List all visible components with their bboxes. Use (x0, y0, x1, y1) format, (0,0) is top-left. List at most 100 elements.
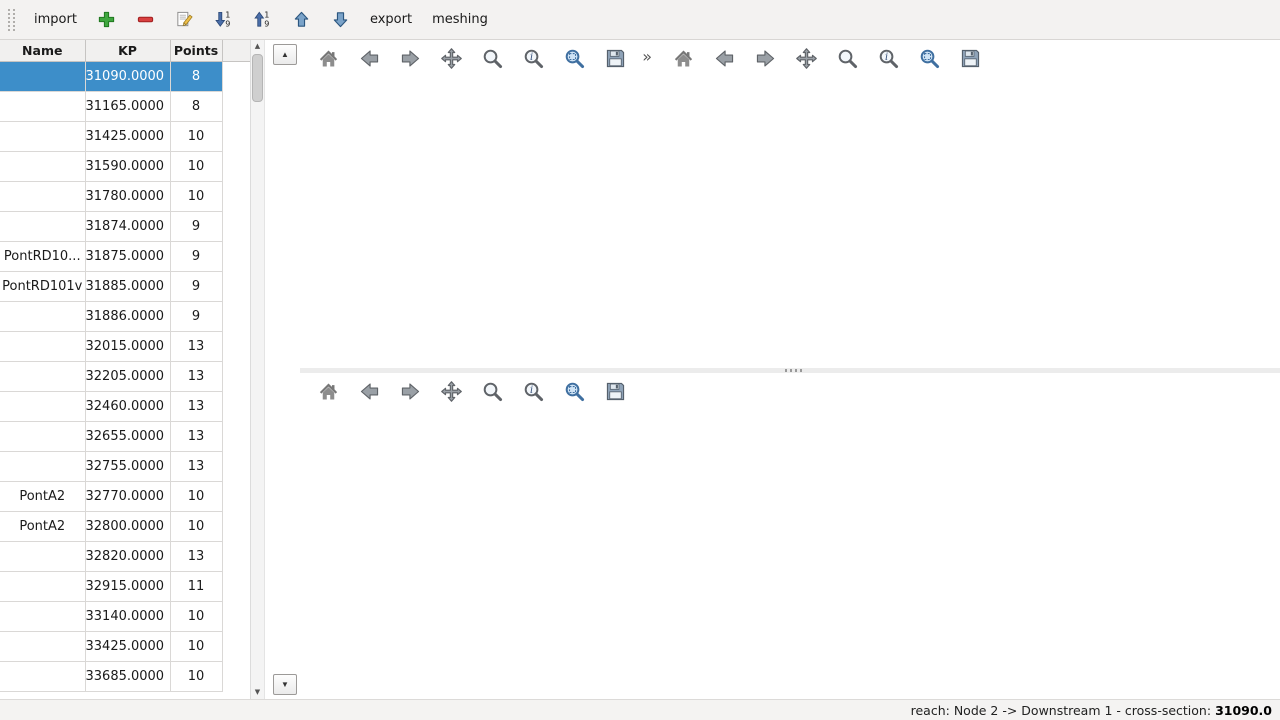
cell-kp[interactable]: 31590.0000 (85, 151, 171, 182)
cross-section-chart[interactable] (300, 409, 1280, 559)
cell-name[interactable]: PontA2 (0, 481, 86, 512)
cell-kp[interactable]: 31885.0000 (85, 271, 171, 302)
zoom-button[interactable] (835, 46, 860, 71)
cell-name[interactable] (0, 601, 86, 632)
cell-name[interactable] (0, 211, 86, 242)
cell-points[interactable]: 13 (170, 331, 223, 362)
cell-name[interactable]: PontA2 (0, 511, 86, 542)
cell-name[interactable] (0, 121, 86, 152)
cell-points[interactable]: 13 (170, 391, 223, 422)
cell-points[interactable]: 10 (170, 661, 223, 692)
move-up-button[interactable] (283, 6, 320, 33)
cell-kp[interactable]: 32770.0000 (85, 481, 171, 512)
cell-name[interactable] (0, 61, 86, 92)
cell-name[interactable] (0, 301, 86, 332)
horizontal-splitter[interactable] (300, 368, 1280, 373)
pan-button[interactable] (439, 379, 464, 404)
back-button[interactable] (357, 379, 382, 404)
column-header-points[interactable]: Points (170, 40, 223, 62)
cell-points[interactable]: 10 (170, 121, 223, 152)
longitudinal-profile-chart[interactable] (655, 76, 1280, 226)
plan-view-chart[interactable] (300, 76, 655, 368)
cell-points[interactable]: 9 (170, 271, 223, 302)
zoom-info-button[interactable]: i (521, 46, 546, 71)
cell-points[interactable]: 13 (170, 361, 223, 392)
save-button[interactable] (603, 46, 628, 71)
save-button[interactable] (603, 379, 628, 404)
zoom-region-button[interactable] (562, 46, 587, 71)
scrollbar-up-icon[interactable]: ▲ (254, 42, 261, 50)
zoom-info-button[interactable]: i (876, 46, 901, 71)
cell-kp[interactable]: 32655.0000 (85, 421, 171, 452)
add-button[interactable] (88, 6, 125, 33)
cell-kp[interactable]: 31090.0000 (85, 61, 171, 92)
table-scrollbar[interactable]: ▲ ▼ (250, 40, 265, 699)
cell-kp[interactable]: 31886.0000 (85, 301, 171, 332)
zoom-info-button[interactable]: i (521, 379, 546, 404)
cell-name[interactable] (0, 541, 86, 572)
cell-points[interactable]: 13 (170, 421, 223, 452)
scrollbar-down-icon[interactable]: ▼ (254, 688, 261, 696)
cell-points[interactable]: 9 (170, 211, 223, 242)
move-down-button[interactable] (322, 6, 359, 33)
back-button[interactable] (357, 46, 382, 71)
cell-points[interactable]: 10 (170, 631, 223, 662)
zoom-region-button[interactable] (562, 379, 587, 404)
cell-points[interactable]: 8 (170, 91, 223, 122)
cell-name[interactable] (0, 91, 86, 122)
cell-name[interactable] (0, 661, 86, 692)
cell-name[interactable] (0, 631, 86, 662)
pan-button[interactable] (794, 46, 819, 71)
cell-kp[interactable]: 32800.0000 (85, 511, 171, 542)
forward-button[interactable] (398, 379, 423, 404)
cell-name[interactable] (0, 451, 86, 482)
cell-name[interactable]: PontRD101v (0, 271, 86, 302)
forward-button[interactable] (753, 46, 778, 71)
home-button[interactable] (316, 46, 341, 71)
cell-kp[interactable]: 33685.0000 (85, 661, 171, 692)
cell-points[interactable]: 10 (170, 601, 223, 632)
zoom-button[interactable] (480, 379, 505, 404)
edit-button[interactable] (166, 6, 203, 33)
home-button[interactable] (316, 379, 341, 404)
cell-name[interactable] (0, 361, 86, 392)
cell-points[interactable]: 13 (170, 541, 223, 572)
toolbar-grip[interactable] (8, 8, 15, 31)
cell-points[interactable]: 10 (170, 181, 223, 212)
cell-name[interactable] (0, 421, 86, 452)
column-header-name[interactable]: Name (0, 40, 86, 62)
cell-points[interactable]: 11 (170, 571, 223, 602)
cell-kp[interactable]: 32015.0000 (85, 331, 171, 362)
cell-name[interactable] (0, 571, 86, 602)
export-button[interactable]: export (361, 8, 421, 31)
cell-kp[interactable]: 33425.0000 (85, 631, 171, 662)
cell-points[interactable]: 10 (170, 511, 223, 542)
pan-button[interactable] (439, 46, 464, 71)
cell-points[interactable]: 8 (170, 61, 223, 92)
zoom-region-button[interactable] (917, 46, 942, 71)
scroll-down-button[interactable]: ▼ (273, 674, 297, 695)
back-button[interactable] (712, 46, 737, 71)
zoom-button[interactable] (480, 46, 505, 71)
cell-kp[interactable]: 32205.0000 (85, 361, 171, 392)
cell-points[interactable]: 10 (170, 151, 223, 182)
cell-name[interactable] (0, 391, 86, 422)
scroll-up-button[interactable]: ▲ (273, 44, 297, 65)
meshing-button[interactable]: meshing (423, 8, 497, 31)
cell-kp[interactable]: 32755.0000 (85, 451, 171, 482)
cell-kp[interactable]: 33140.0000 (85, 601, 171, 632)
cell-name[interactable] (0, 151, 86, 182)
cell-kp[interactable]: 31425.0000 (85, 121, 171, 152)
save-button[interactable] (958, 46, 983, 71)
cell-name[interactable] (0, 331, 86, 362)
remove-button[interactable] (127, 6, 164, 33)
import-button[interactable]: import (25, 8, 86, 31)
column-header-kp[interactable]: KP (85, 40, 171, 62)
cell-kp[interactable]: 31875.0000 (85, 241, 171, 272)
scrollbar-thumb[interactable] (252, 54, 263, 102)
forward-button[interactable] (398, 46, 423, 71)
cell-kp[interactable]: 31780.0000 (85, 181, 171, 212)
cell-kp[interactable]: 32915.0000 (85, 571, 171, 602)
